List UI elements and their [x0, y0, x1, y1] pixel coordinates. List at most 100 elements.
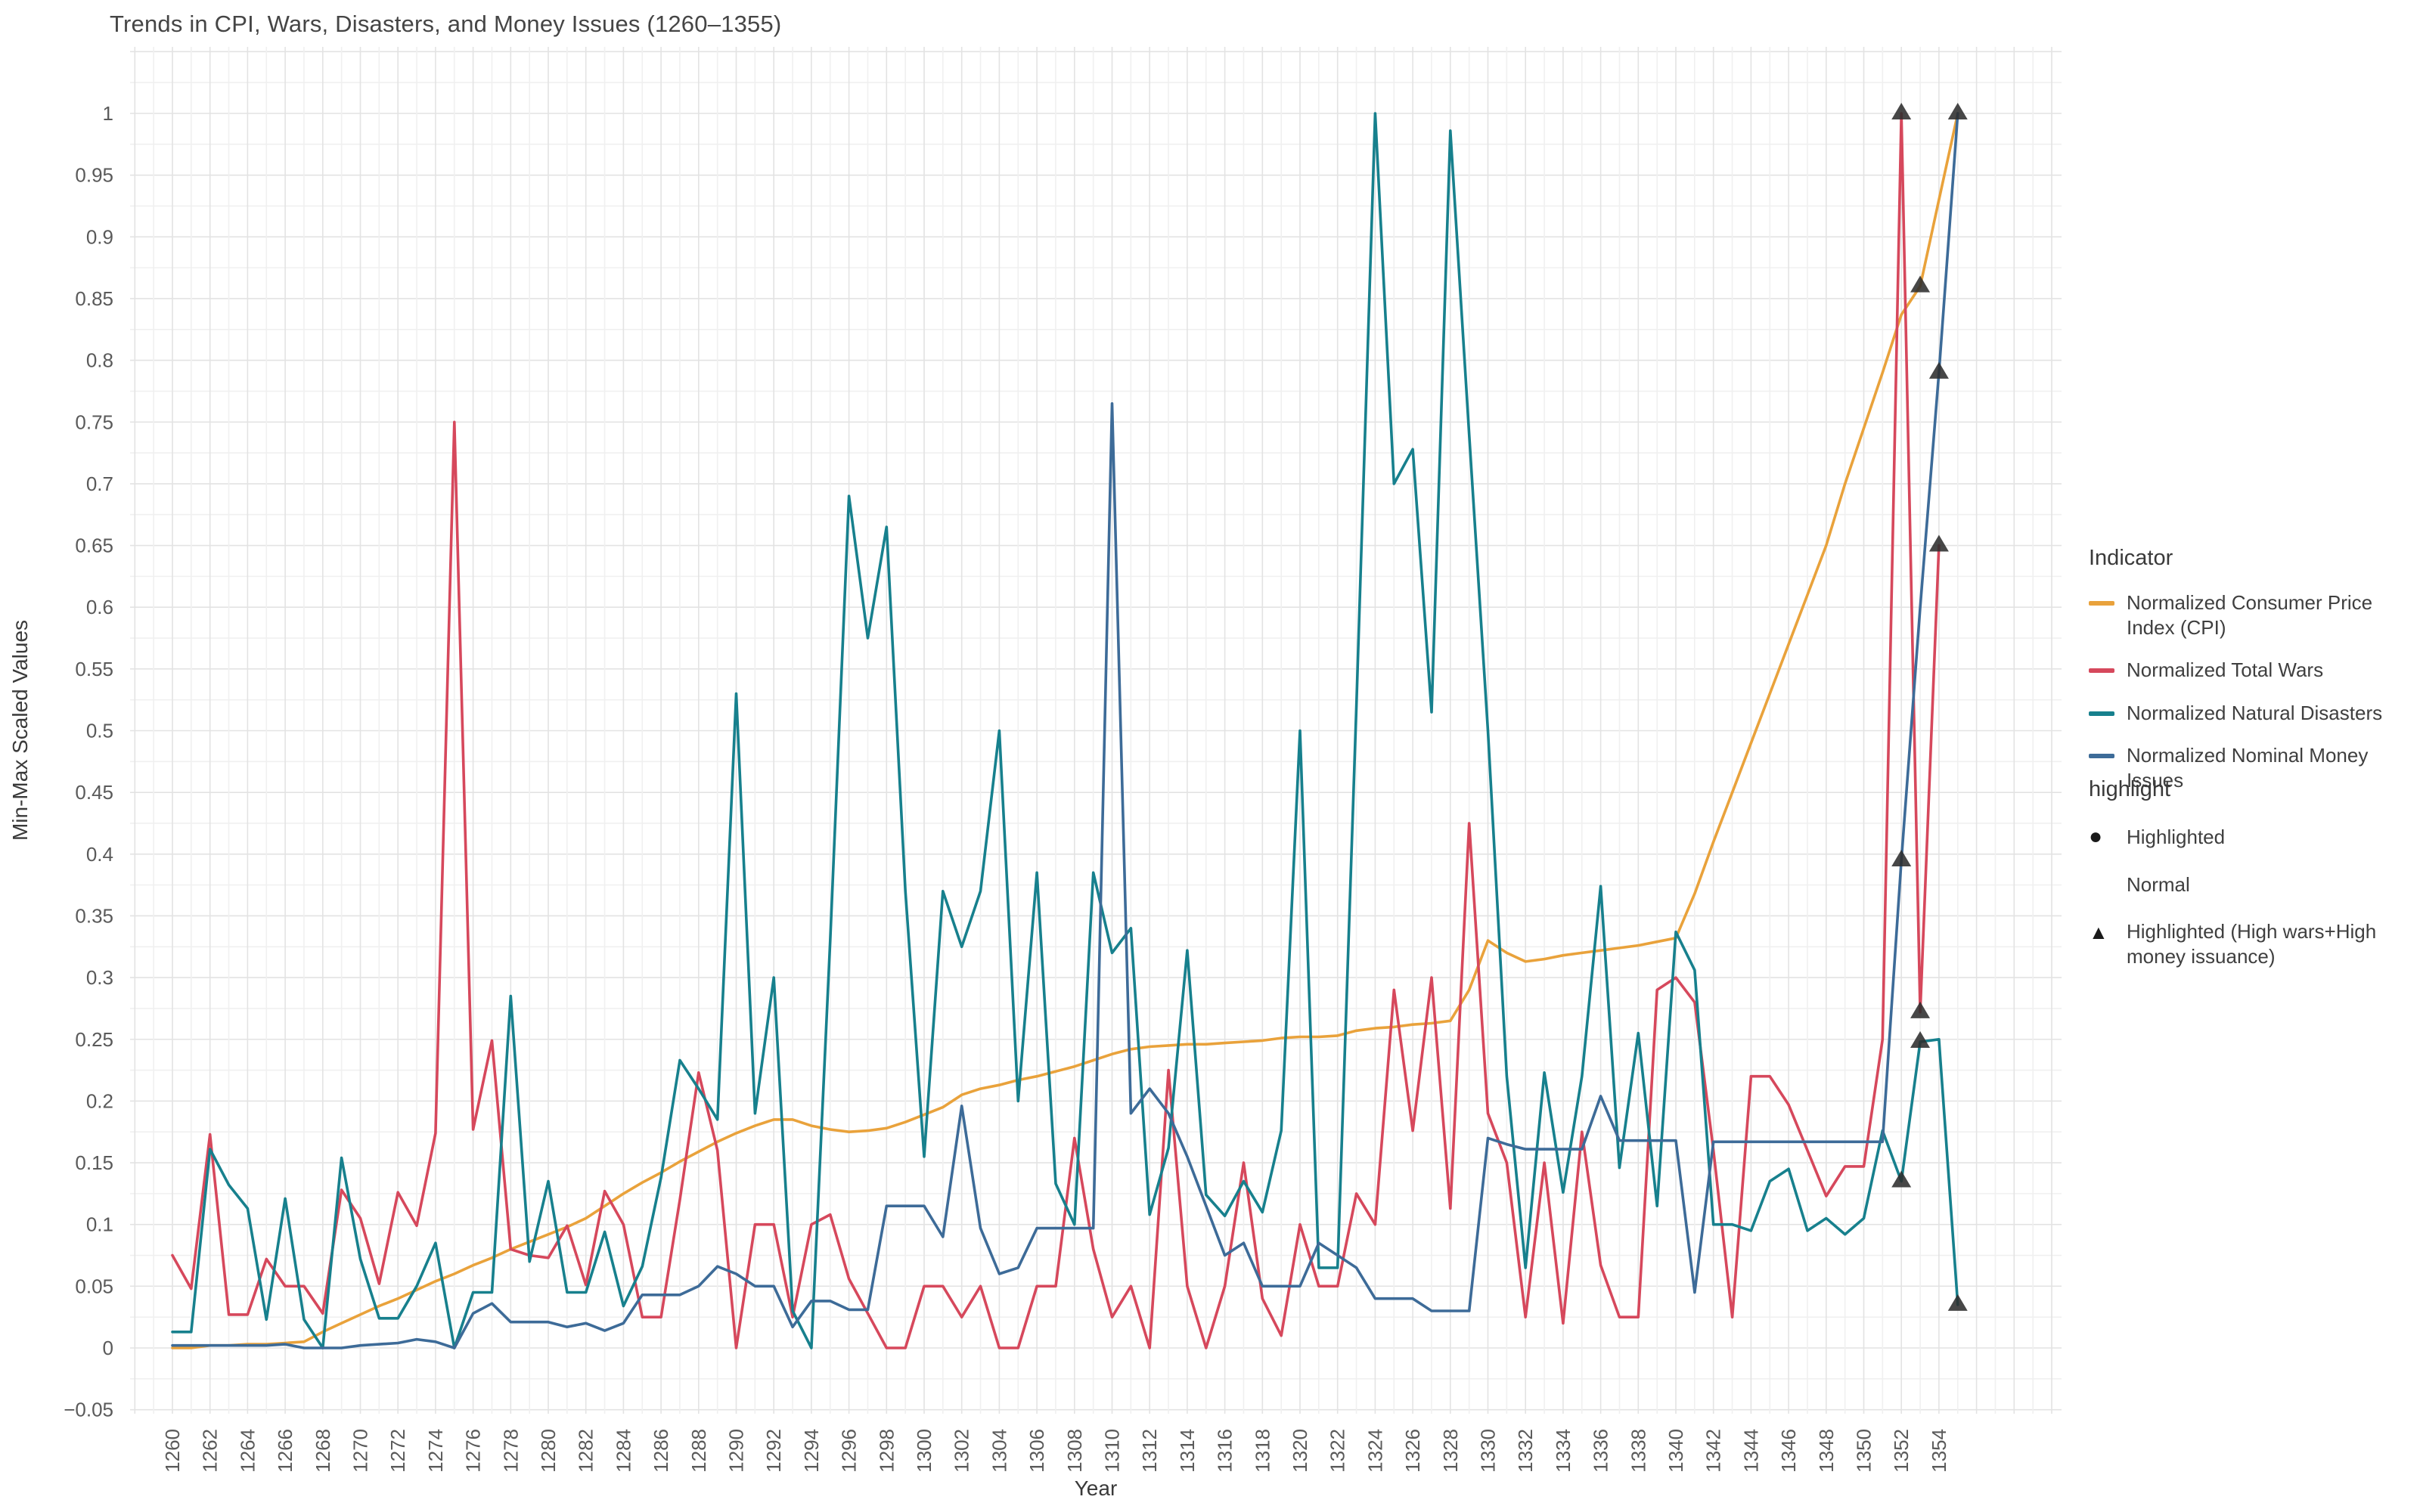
svg-text:1288: 1288: [687, 1429, 710, 1473]
highlight-triangle-marker[interactable]: [1891, 849, 1912, 866]
series-line-wars[interactable]: [171, 112, 1941, 1349]
legend-indicator-title: Indicator: [2089, 546, 2173, 570]
svg-text:1306: 1306: [1025, 1429, 1048, 1473]
legend-label-disasters: Normalized Natural Disasters: [2127, 701, 2383, 724]
svg-text:0.05: 0.05: [75, 1275, 113, 1297]
svg-text:1342: 1342: [1702, 1429, 1725, 1473]
svg-text:1264: 1264: [236, 1429, 259, 1473]
svg-text:1348: 1348: [1815, 1429, 1838, 1473]
svg-text:1324: 1324: [1364, 1429, 1386, 1473]
svg-text:1278: 1278: [499, 1429, 522, 1473]
svg-text:1354: 1354: [1928, 1429, 1950, 1473]
svg-text:1308: 1308: [1063, 1429, 1086, 1473]
highlight-triangle-marker[interactable]: [1891, 1170, 1912, 1188]
svg-text:1352: 1352: [1890, 1429, 1913, 1473]
svg-text:1320: 1320: [1289, 1429, 1311, 1473]
svg-text:1290: 1290: [725, 1429, 748, 1473]
svg-text:1282: 1282: [575, 1429, 597, 1473]
disasters-line-swatch-icon: [2089, 711, 2114, 716]
highlight-triangle-marker[interactable]: [1928, 534, 1949, 552]
svg-text:1266: 1266: [274, 1429, 296, 1473]
svg-text:0.9: 0.9: [86, 225, 113, 248]
series-line-disasters[interactable]: [171, 112, 1959, 1349]
svg-text:1274: 1274: [424, 1429, 447, 1473]
svg-text:0.45: 0.45: [75, 781, 113, 804]
highlight-triangle-marker[interactable]: [1928, 361, 1949, 379]
svg-text:Year: Year: [1075, 1476, 1118, 1500]
svg-text:0.25: 0.25: [75, 1028, 113, 1051]
legend-item-highlighted[interactable]: ● Highlighted: [2089, 825, 2406, 850]
svg-text:1296: 1296: [838, 1429, 861, 1473]
svg-text:1314: 1314: [1176, 1429, 1199, 1473]
svg-text:1294: 1294: [800, 1429, 823, 1473]
circle-marker-icon: ●: [2089, 824, 2103, 850]
svg-text:1302: 1302: [951, 1429, 973, 1473]
highlight-triangle-marker[interactable]: [1910, 275, 1931, 293]
svg-text:1318: 1318: [1251, 1429, 1274, 1473]
svg-text:1340: 1340: [1665, 1429, 1687, 1473]
svg-text:1286: 1286: [650, 1429, 672, 1473]
svg-text:0.1: 0.1: [86, 1213, 113, 1236]
svg-text:1276: 1276: [462, 1429, 485, 1473]
svg-text:−0.05: −0.05: [64, 1399, 113, 1421]
svg-text:0.5: 0.5: [86, 720, 113, 742]
svg-text:0.7: 0.7: [86, 472, 113, 495]
highlight-triangle-marker[interactable]: [1910, 1001, 1931, 1018]
svg-text:1270: 1270: [349, 1429, 372, 1473]
svg-text:0.65: 0.65: [75, 534, 113, 557]
cpi-line-swatch-icon: [2089, 601, 2114, 606]
svg-text:1262: 1262: [199, 1429, 222, 1473]
svg-text:1328: 1328: [1439, 1429, 1462, 1473]
svg-text:0.4: 0.4: [86, 843, 113, 866]
svg-text:1316: 1316: [1214, 1429, 1236, 1473]
svg-text:1304: 1304: [988, 1429, 1010, 1473]
svg-text:0: 0: [103, 1337, 113, 1359]
svg-text:1284: 1284: [612, 1429, 634, 1473]
legend-item-money[interactable]: Normalized Nominal Money Issues: [2089, 743, 2406, 792]
svg-text:1332: 1332: [1514, 1429, 1537, 1473]
legend-indicator: Indicator Normalized Consumer Price Inde…: [2089, 546, 2406, 810]
legend-item-wars[interactable]: Normalized Total Wars: [2089, 658, 2406, 683]
svg-text:1: 1: [103, 102, 113, 125]
highlight-triangle-marker[interactable]: [1910, 1031, 1931, 1049]
legend-label-highlighted-high: Highlighted (High wars+High money issuan…: [2127, 920, 2377, 968]
legend-highlight: highlight ● Highlighted Normal ▲ Highlig…: [2089, 777, 2406, 991]
svg-text:1310: 1310: [1101, 1429, 1124, 1473]
svg-text:Min-Max Scaled Values: Min-Max Scaled Values: [8, 620, 32, 841]
legend-label-money: Normalized Nominal Money Issues: [2127, 744, 2369, 792]
svg-text:0.95: 0.95: [75, 164, 113, 187]
wars-line-swatch-icon: [2089, 668, 2114, 673]
series-line-cpi[interactable]: [171, 112, 1959, 1349]
legend-item-cpi[interactable]: Normalized Consumer Price Index (CPI): [2089, 590, 2406, 640]
triangle-marker-icon: ▲: [2089, 921, 2108, 943]
svg-text:1346: 1346: [1777, 1429, 1800, 1473]
legend-label-cpi: Normalized Consumer Price Index (CPI): [2127, 591, 2373, 639]
legend-item-highlighted-high[interactable]: ▲ Highlighted (High wars+High money issu…: [2089, 919, 2406, 968]
svg-text:0.15: 0.15: [75, 1151, 113, 1174]
series-line-money[interactable]: [171, 112, 1959, 1349]
legend-label-normal: Normal: [2127, 872, 2190, 896]
money-line-swatch-icon: [2089, 754, 2114, 758]
highlight-triangle-marker[interactable]: [1947, 1294, 1968, 1311]
svg-text:0.75: 0.75: [75, 411, 113, 433]
svg-text:0.3: 0.3: [86, 966, 113, 989]
legend-label-highlighted: Highlighted: [2127, 826, 2226, 848]
legend-label-wars: Normalized Total Wars: [2127, 658, 2324, 681]
legend-item-normal[interactable]: Normal: [2089, 872, 2406, 897]
svg-text:1298: 1298: [875, 1429, 898, 1473]
svg-text:1330: 1330: [1477, 1429, 1500, 1473]
svg-text:1260: 1260: [161, 1429, 184, 1473]
svg-text:1336: 1336: [1590, 1429, 1612, 1473]
svg-text:1300: 1300: [913, 1429, 935, 1473]
legend-item-disasters[interactable]: Normalized Natural Disasters: [2089, 701, 2406, 726]
highlight-triangle-marker[interactable]: [1891, 103, 1912, 119]
svg-text:1322: 1322: [1326, 1429, 1349, 1473]
svg-text:1338: 1338: [1627, 1429, 1649, 1473]
svg-text:0.2: 0.2: [86, 1089, 113, 1112]
chart-title: Trends in CPI, Wars, Disasters, and Mone…: [110, 11, 782, 37]
svg-text:1350: 1350: [1853, 1429, 1876, 1473]
svg-text:1280: 1280: [537, 1429, 560, 1473]
highlight-triangle-marker[interactable]: [1947, 103, 1968, 119]
svg-text:1268: 1268: [312, 1429, 334, 1473]
